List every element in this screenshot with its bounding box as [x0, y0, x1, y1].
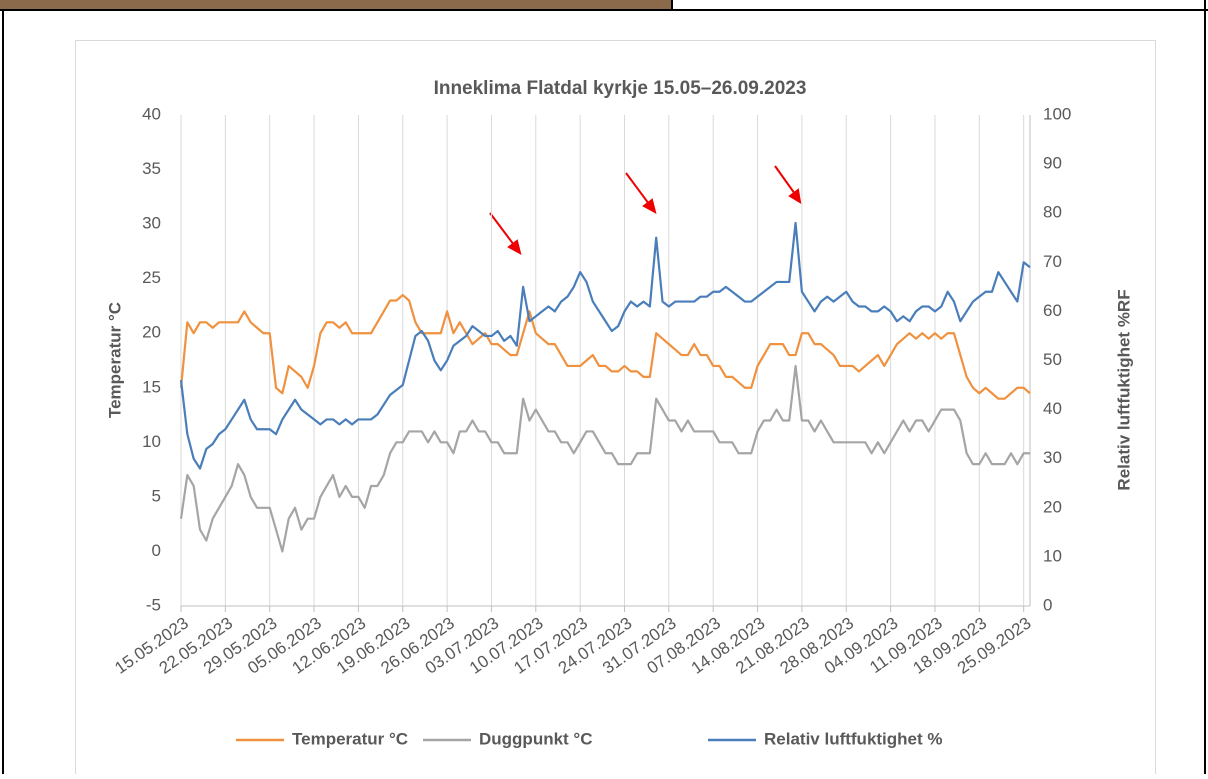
y2-tick-label: 90	[1043, 154, 1062, 173]
legend-label: Temperatur °C	[292, 729, 408, 748]
y2-tick-label: 60	[1043, 301, 1062, 320]
y-tick-label: 0	[152, 541, 161, 560]
y-tick-label: 5	[152, 486, 161, 505]
legend-label: Duggpunkt °C	[479, 729, 593, 748]
y-tick-label: 25	[142, 268, 161, 287]
y-tick-label: 20	[142, 323, 161, 342]
y-tick-label: 10	[142, 432, 161, 451]
y-tick-label: -5	[146, 595, 161, 614]
y2-tick-label: 40	[1043, 399, 1062, 418]
y2-tick-label: 10	[1043, 546, 1062, 565]
y2-tick-label: 100	[1043, 104, 1071, 123]
y-tick-label: 15	[142, 377, 161, 396]
y-tick-label: 30	[142, 214, 161, 233]
legend-label: Relativ luftfuktighet %	[764, 729, 943, 748]
photo-strip	[0, 0, 672, 10]
y2-tick-label: 70	[1043, 252, 1062, 271]
y2-tick-label: 50	[1043, 350, 1062, 369]
y2-tick-label: 80	[1043, 203, 1062, 222]
y2-tick-label: 0	[1043, 595, 1052, 614]
chart-title: Inneklima Flatdal kyrkje 15.05–26.09.202…	[434, 78, 807, 99]
y2-tick-label: 20	[1043, 497, 1062, 516]
chart: Inneklima Flatdal kyrkje 15.05–26.09.202…	[0, 0, 1208, 774]
y-tick-label: 40	[142, 104, 161, 123]
y-axis-title: Temperatur °C	[105, 302, 124, 418]
y2-tick-label: 30	[1043, 448, 1062, 467]
y2-axis-title: Relativ luftfuktighet %RF	[1114, 289, 1133, 490]
y-tick-label: 35	[142, 159, 161, 178]
page: {"chart_data": {"type": "line", "title":…	[0, 0, 1208, 774]
